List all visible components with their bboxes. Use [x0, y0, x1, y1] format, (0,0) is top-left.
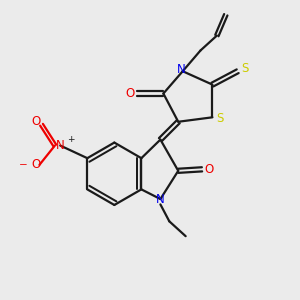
Text: N: N [177, 63, 186, 76]
Text: S: S [216, 112, 224, 125]
Text: O: O [31, 158, 40, 171]
Text: +: + [67, 134, 74, 143]
Text: O: O [125, 87, 135, 100]
Text: S: S [242, 62, 249, 75]
Text: −: − [18, 160, 27, 170]
Text: N: N [156, 193, 165, 206]
Text: N: N [56, 139, 64, 152]
Text: O: O [204, 163, 213, 176]
Text: O: O [31, 115, 40, 128]
